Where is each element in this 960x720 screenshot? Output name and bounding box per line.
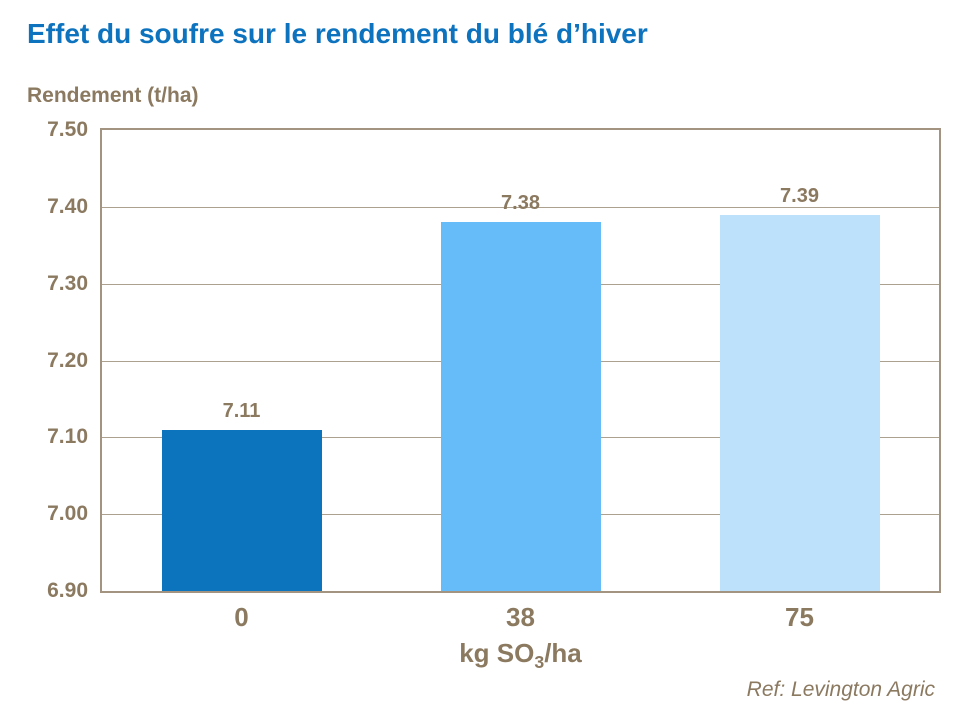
plot-area <box>100 128 941 593</box>
x-tick-label-75: 75 <box>785 602 814 632</box>
y-axis-label: Rendement (t/ha) <box>27 84 199 107</box>
y-tick-label-6.90: 6.90 <box>47 579 88 602</box>
y-tick-label-7.10: 7.10 <box>47 425 88 449</box>
bar-38 <box>440 222 601 591</box>
y-tick-label-7.20: 7.20 <box>47 348 88 372</box>
x-axis-label-prefix: kg SO <box>459 638 535 668</box>
bar-75 <box>719 214 880 591</box>
x-axis-label-suffix: /ha <box>544 638 582 668</box>
bar-value-label-75: 7.39 <box>780 184 819 207</box>
x-tick-label-0: 0 <box>234 602 249 632</box>
y-tick-label-7.50: 7.50 <box>47 118 88 141</box>
bar-value-label-0: 7.11 <box>222 399 261 422</box>
x-tick-label-38: 38 <box>506 602 535 632</box>
x-axis-label-subscript: 3 <box>534 652 545 673</box>
y-tick-label-7.30: 7.30 <box>47 271 88 295</box>
gridline-7.40 <box>102 206 939 208</box>
bar-value-label-38: 7.38 <box>501 192 540 215</box>
x-axis-label: kg SO3/ha <box>102 638 939 673</box>
reference-text: Ref: Levington Agric <box>746 678 935 701</box>
y-tick-label-7.00: 7.00 <box>47 502 88 526</box>
bar-0 <box>161 429 322 591</box>
y-tick-label-7.40: 7.40 <box>47 194 88 218</box>
chart-title: Effet du soufre sur le rendement du blé … <box>27 18 648 49</box>
